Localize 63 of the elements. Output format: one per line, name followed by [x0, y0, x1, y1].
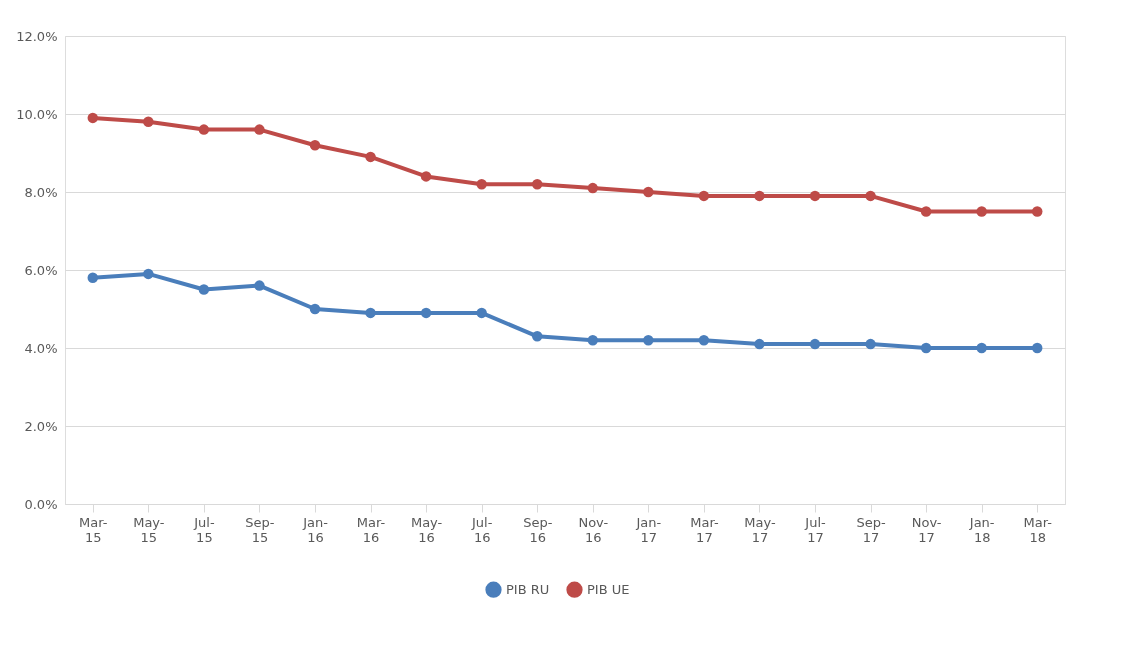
y-tick-label: 0.0%: [24, 496, 58, 512]
x-tick-label: Mar-16: [356, 514, 386, 545]
point: [865, 190, 876, 202]
point: [809, 338, 821, 350]
x-tick-label: Mar-15: [79, 514, 108, 545]
x-tick-label: Sep-16: [523, 514, 553, 545]
point: [87, 112, 99, 124]
point: [976, 206, 987, 217]
point: [143, 268, 154, 280]
point: [365, 151, 376, 163]
point: [254, 280, 265, 291]
point: [920, 206, 932, 217]
point: [920, 342, 932, 354]
x-tick-label: Jul-16: [470, 514, 493, 545]
x-tick-label: Jan-18: [968, 514, 995, 545]
x-tick-label: May-16: [410, 514, 443, 545]
point: [643, 334, 654, 346]
point: [531, 178, 543, 190]
y-tick-label: 8.0%: [24, 184, 58, 200]
y-tick-label: 4.0%: [24, 340, 58, 356]
point: [309, 139, 321, 151]
point: [476, 307, 487, 319]
point: [865, 338, 876, 350]
x-tick-label: Mar-17: [690, 514, 719, 545]
point: [254, 124, 265, 135]
point: [698, 190, 710, 202]
x-tick-label: Sep-17: [856, 514, 886, 545]
point: [198, 284, 210, 295]
x-tick-label: May-15: [133, 514, 165, 545]
legend-label: PIB RU: [506, 581, 550, 597]
point: [420, 171, 432, 182]
point: [809, 190, 821, 202]
point: [531, 331, 543, 342]
point: [1031, 206, 1043, 217]
point: [198, 124, 210, 135]
x-tick-label: Sep-15: [245, 514, 275, 545]
x-tick-label: Jan-17: [635, 514, 662, 545]
point: [587, 334, 599, 346]
x-tick-label: Nov-17: [911, 514, 942, 545]
x-tick-label: May-17: [744, 514, 776, 545]
point: [643, 186, 654, 198]
y-tick-label: 12.0%: [16, 28, 58, 44]
legend-label: PIB UE: [587, 581, 630, 597]
point: [698, 334, 710, 346]
point: [143, 116, 154, 128]
point: [754, 338, 765, 350]
point: [87, 272, 99, 284]
x-tick-label: Nov-16: [578, 514, 609, 545]
point: [476, 178, 487, 190]
x-tick-label: Jul-15: [193, 514, 215, 545]
point: [420, 307, 432, 319]
y-tick-label: 10.0%: [16, 106, 58, 122]
point: [587, 182, 599, 194]
point: [754, 190, 765, 202]
x-tick-label: Jan-16: [302, 514, 329, 545]
x-tick-label: Mar-18: [1023, 514, 1053, 545]
point: [365, 307, 376, 319]
y-tick-label: 2.0%: [24, 418, 58, 434]
point: [1031, 342, 1043, 354]
point: [976, 342, 987, 354]
x-tick-label: Jul-17: [804, 514, 826, 545]
point: [309, 303, 321, 315]
y-tick-label: 6.0%: [24, 262, 58, 278]
